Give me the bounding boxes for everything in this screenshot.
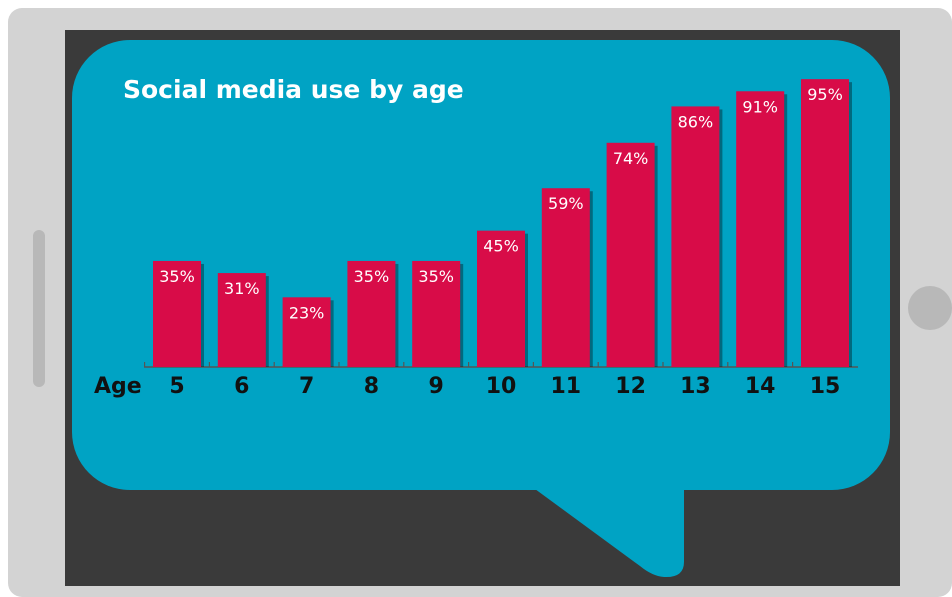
x-tick-label: 7 bbox=[299, 374, 314, 399]
chart-title: Social media use by age bbox=[123, 75, 464, 104]
speech-bubble-tail bbox=[520, 478, 684, 578]
bar-age-12 bbox=[606, 142, 655, 367]
x-tick-label: 9 bbox=[429, 374, 444, 399]
bar-age-11 bbox=[541, 188, 590, 367]
bar-age-10 bbox=[477, 230, 525, 367]
bar-age-13 bbox=[671, 106, 720, 368]
bar-age-14 bbox=[736, 91, 785, 368]
value-label-age-6: 31% bbox=[224, 279, 260, 298]
value-label-age-9: 35% bbox=[418, 267, 454, 286]
value-labels-layer: 35% 31% 23% 35% 35% 45% 59% 74% 86% 91% 95% bbox=[159, 85, 843, 322]
x-tick-label: 13 bbox=[680, 374, 711, 399]
value-label-age-13: 86% bbox=[678, 112, 714, 131]
speaker-slot bbox=[33, 230, 45, 387]
bar-age-7 bbox=[282, 297, 331, 367]
bar-age-9 bbox=[412, 260, 461, 367]
x-tick-label: 6 bbox=[234, 374, 249, 399]
bar-age-5 bbox=[153, 260, 201, 367]
x-tick-label: 11 bbox=[550, 374, 581, 399]
value-label-age-7: 23% bbox=[289, 303, 325, 322]
x-tick-label: 10 bbox=[486, 374, 517, 399]
home-button-icon bbox=[908, 286, 952, 330]
bar-age-6 bbox=[217, 273, 266, 367]
x-axis-title: Age bbox=[94, 374, 142, 399]
value-label-age-14: 91% bbox=[742, 97, 778, 116]
value-label-age-15: 95% bbox=[807, 85, 843, 104]
value-label-age-10: 45% bbox=[483, 237, 519, 256]
x-tick-label: 8 bbox=[364, 374, 379, 399]
bar-age-15 bbox=[801, 79, 849, 368]
x-tick-labels-layer: 5 6 7 8 9 10 11 12 13 14 15 bbox=[144, 362, 841, 399]
x-tick-label: 12 bbox=[615, 374, 646, 399]
x-tick-label: 15 bbox=[810, 374, 841, 399]
value-label-age-8: 35% bbox=[354, 267, 390, 286]
x-tick-label: 14 bbox=[745, 374, 776, 399]
value-label-age-11: 59% bbox=[548, 194, 584, 213]
bars-layer bbox=[153, 79, 852, 368]
value-label-age-5: 35% bbox=[159, 267, 195, 286]
bar-age-8 bbox=[347, 260, 396, 367]
value-label-age-12: 74% bbox=[613, 149, 649, 168]
x-tick-label: 5 bbox=[169, 374, 184, 399]
